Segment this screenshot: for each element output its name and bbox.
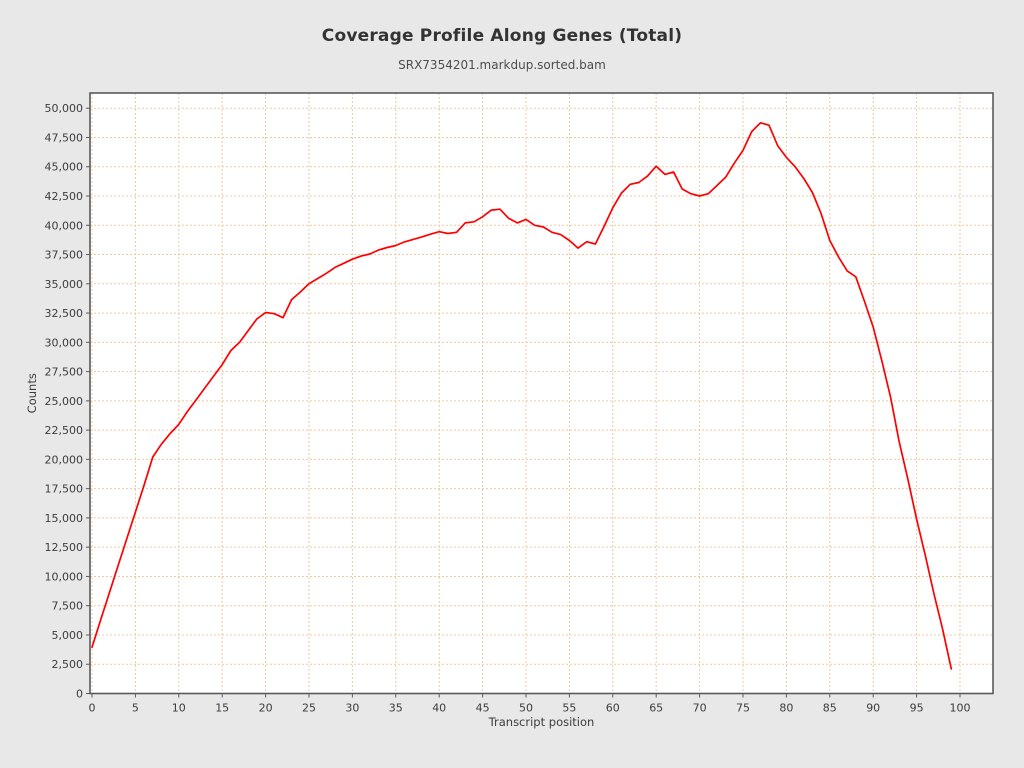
x-tick-label: 75	[736, 702, 750, 715]
y-tick-label: 30,000	[45, 336, 84, 349]
y-tick-label: 10,000	[45, 570, 84, 583]
y-tick-label: 27,500	[45, 366, 84, 379]
y-tick-label: 20,000	[45, 453, 84, 466]
plot-area	[90, 93, 993, 694]
y-tick-label: 15,000	[45, 512, 84, 525]
y-tick-label: 22,500	[45, 424, 84, 437]
x-tick-label: 25	[302, 702, 316, 715]
x-tick-label: 20	[259, 702, 273, 715]
y-tick-label: 47,500	[45, 131, 84, 144]
y-tick-label: 17,500	[45, 483, 84, 496]
y-tick-label: 45,000	[45, 161, 84, 174]
x-tick-label: 35	[389, 702, 403, 715]
x-tick-label: 65	[649, 702, 663, 715]
x-tick-label: 60	[606, 702, 620, 715]
plot-border	[89, 92, 994, 695]
y-tick-label: 12,500	[45, 541, 84, 554]
y-tick-label: 32,500	[45, 307, 84, 320]
y-tick-label: 7,500	[52, 600, 84, 613]
gridlines	[90, 93, 993, 694]
y-tick-label: 5,000	[52, 629, 84, 642]
x-tick-label: 10	[172, 702, 186, 715]
chart-title: Coverage Profile Along Genes (Total)	[321, 26, 683, 46]
y-axis-label: Counts	[25, 373, 39, 413]
x-tick-label: 5	[132, 702, 139, 715]
y-tick-label: 40,000	[45, 219, 84, 232]
x-tick-label: 50	[519, 702, 533, 715]
x-tick-label: 30	[345, 702, 359, 715]
axis-tick-labels: 0 2,500 5,000 7,500 10,000 12,500 15,000 17,500…	[45, 102, 971, 714]
y-tick-label: 0	[76, 688, 83, 701]
y-tick-label: 50,000	[45, 102, 84, 115]
x-tick-label: 15	[215, 702, 229, 715]
x-tick-label: 95	[910, 702, 924, 715]
x-tick-label: 100	[950, 702, 971, 715]
x-axis-label: Transcript position	[488, 715, 595, 729]
chart-subtitle: SRX7354201.markdup.sorted.bam	[398, 58, 606, 72]
coverage-line	[91, 121, 953, 670]
x-tick-label: 55	[562, 702, 576, 715]
y-tick-label: 2,500	[52, 658, 84, 671]
x-tick-label: 70	[693, 702, 707, 715]
y-tick-label: 25,000	[45, 395, 84, 408]
x-tick-label: 90	[866, 702, 880, 715]
x-tick-label: 80	[779, 702, 793, 715]
y-tick-label: 37,500	[45, 249, 84, 262]
x-tick-label: 0	[89, 702, 96, 715]
axis-ticks	[86, 107, 961, 698]
x-tick-label: 85	[823, 702, 837, 715]
x-tick-label: 40	[432, 702, 446, 715]
y-tick-label: 42,500	[45, 190, 84, 203]
y-tick-label: 35,000	[45, 278, 84, 291]
x-tick-label: 45	[476, 702, 490, 715]
